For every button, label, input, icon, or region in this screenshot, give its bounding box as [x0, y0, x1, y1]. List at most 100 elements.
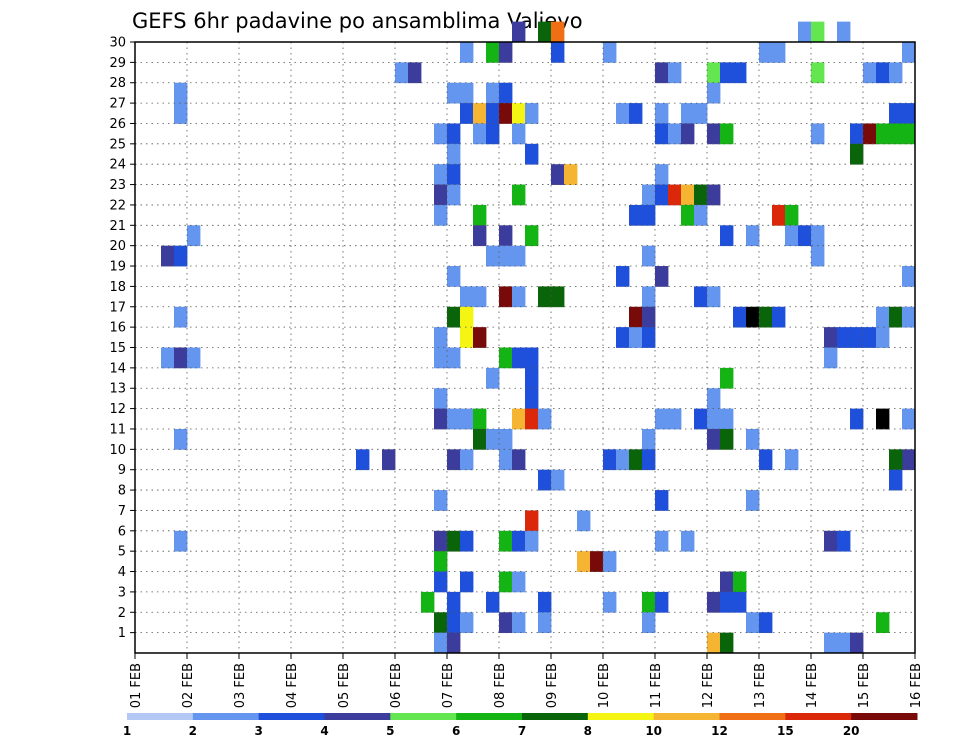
heatmap-cell: [473, 103, 487, 124]
heatmap-cell: [486, 428, 500, 450]
heatmap-cell: [577, 510, 591, 532]
heatmap-cell: [434, 612, 448, 634]
heatmap-cell: [473, 123, 487, 145]
heatmap-cell: [642, 184, 656, 206]
heatmap-cell: [174, 103, 188, 124]
legend-label: 15: [777, 724, 794, 738]
heatmap-cell: [902, 408, 916, 430]
heatmap-cell: [499, 42, 513, 63]
legend-swatch: [390, 713, 457, 720]
y-tick-label: 20: [109, 239, 126, 254]
heatmap-cell: [889, 103, 903, 124]
heatmap-cell: [590, 551, 604, 572]
x-tick-label: 06 FEB: [389, 663, 404, 708]
heatmap-cell: [668, 62, 682, 84]
heatmap-cell: [473, 225, 487, 247]
heatmap-cell: [447, 164, 461, 185]
legend-label: 4: [320, 724, 328, 738]
heatmap-cell: [824, 327, 838, 348]
heatmap-cell: [161, 347, 175, 369]
x-tick-label: 15 FEB: [857, 663, 872, 708]
y-tick-label: 6: [118, 524, 126, 539]
x-tick-label: 10 FEB: [597, 663, 612, 708]
heatmap-cell: [460, 530, 474, 552]
heatmap-cell: [850, 408, 864, 430]
heatmap-cell: [889, 62, 903, 84]
heatmap-cell: [694, 184, 708, 206]
x-tick-label: 11 FEB: [649, 663, 664, 708]
x-tick-label: 14 FEB: [805, 663, 820, 708]
heatmap-cell: [642, 245, 656, 267]
x-tick-label: 09 FEB: [545, 663, 560, 708]
heatmap-cell: [512, 408, 526, 430]
y-tick-label: 13: [109, 382, 126, 397]
heatmap-cell: [538, 408, 552, 430]
heatmap-cell: [447, 306, 461, 328]
y-tick-label: 10: [109, 443, 126, 458]
heatmap-cell: [486, 591, 500, 613]
x-tick-label: 05 FEB: [337, 663, 352, 708]
heatmap-cell: [603, 42, 617, 63]
heatmap-cell: [473, 428, 487, 450]
heatmap-cell: [876, 123, 890, 145]
heatmap-cell: [720, 62, 734, 84]
heatmap-cell: [902, 123, 916, 145]
heatmap-cell: [447, 123, 461, 145]
heatmap-cell: [538, 612, 552, 634]
y-tick-label: 4: [118, 565, 126, 580]
heatmap-cell: [850, 123, 864, 145]
y-tick-label: 8: [118, 484, 126, 499]
heatmap-cell: [174, 82, 188, 104]
heatmap-cell: [720, 591, 734, 613]
heatmap-cell: [642, 612, 656, 634]
y-tick-label: 16: [109, 321, 126, 336]
legend-label: 12: [711, 724, 728, 738]
heatmap-cell: [434, 123, 448, 145]
y-tick-label: 11: [109, 422, 126, 437]
y-tick-label: 22: [109, 198, 126, 213]
legend-label: 6: [452, 724, 460, 738]
legend-swatch: [127, 713, 194, 720]
legend-label: 1: [123, 724, 131, 738]
heatmap-cell: [447, 449, 461, 471]
heatmap-cell: [668, 408, 682, 430]
heatmap-cell: [746, 612, 760, 634]
heatmap-cell: [174, 347, 188, 369]
x-tick-label: 12 FEB: [701, 663, 716, 708]
heatmap-cell: [746, 306, 760, 328]
heatmap-cell: [382, 449, 396, 471]
heatmap-cell: [473, 408, 487, 430]
heatmap-cell: [824, 530, 838, 552]
heatmap-cell: [616, 327, 630, 348]
heatmap-cell: [356, 449, 370, 471]
y-tick-label: 27: [109, 97, 126, 112]
heatmap-cell: [681, 103, 695, 124]
heatmap-cell: [811, 225, 825, 247]
heatmap-cell: [746, 428, 760, 450]
heatmap-cell: [642, 428, 656, 450]
heatmap-cell: [434, 530, 448, 552]
heatmap-cell: [772, 42, 786, 63]
y-tick-label: 23: [109, 178, 126, 193]
x-tick-label: 07 FEB: [441, 663, 456, 708]
heatmap-cell: [434, 408, 448, 430]
heatmap-cell: [434, 184, 448, 206]
heatmap-cell: [447, 143, 461, 165]
heatmap-cell: [434, 551, 448, 572]
heatmap-cell: [863, 123, 877, 145]
heatmap-cell: [902, 103, 916, 124]
heatmap-cell: [811, 123, 825, 145]
heatmap-cell: [551, 42, 565, 63]
heatmap-cell: [707, 123, 721, 145]
heatmap-cell: [525, 143, 539, 165]
heatmap-cell: [850, 143, 864, 165]
heatmap-cell: [707, 82, 721, 104]
heatmap-cell: [720, 408, 734, 430]
heatmap-cell: [512, 21, 526, 43]
heatmap-cell: [447, 530, 461, 552]
heatmap-cell: [512, 347, 526, 369]
legend-label: 10: [645, 724, 662, 738]
heatmap-cell: [434, 347, 448, 369]
heatmap-cell: [434, 164, 448, 185]
